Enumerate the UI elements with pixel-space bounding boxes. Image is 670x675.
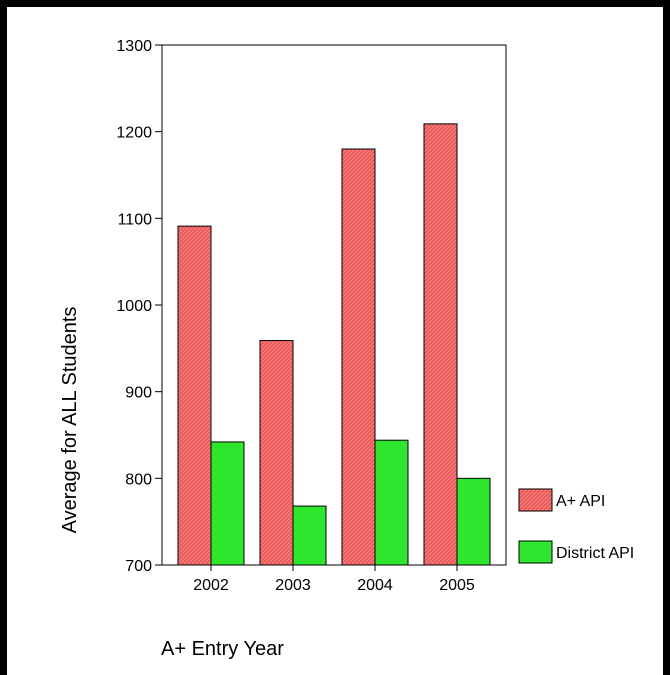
- bar-aplus-api-2002: [177, 225, 212, 566]
- x-tick-label: 2003: [275, 577, 311, 594]
- bars-layer: [177, 123, 491, 566]
- x-axis-tick-labels: 2002 2003 2004 2005: [193, 565, 475, 594]
- x-tick-label: 2004: [357, 577, 393, 594]
- bar-district-api-2003: [292, 505, 327, 566]
- y-tick-label: 1300: [116, 38, 152, 55]
- y-tick-label: 1100: [118, 211, 153, 228]
- bar-aplus-api-2003: [259, 340, 294, 566]
- x-tick-label: 2005: [439, 577, 475, 594]
- x-tick-label: 2002: [193, 577, 229, 594]
- y-tick-label: 800: [125, 471, 152, 488]
- y-tick-label: 900: [125, 385, 152, 402]
- legend-label-aplus-api: A+ API: [556, 493, 605, 510]
- plot-area-border: [161, 44, 507, 566]
- y-tick-label: 700: [125, 558, 152, 575]
- y-axis-ticks: 700 800 900 1000 1100 1200 1300: [116, 38, 162, 575]
- legend-label-district-api: District API: [556, 545, 634, 562]
- bar-district-api-2005: [456, 477, 491, 566]
- y-axis-title: Average for ALL Students: [59, 307, 81, 534]
- legend-swatch-aplus-api: [518, 488, 553, 512]
- bar-aplus-api-2004: [341, 148, 376, 566]
- bar-district-api-2004: [374, 439, 409, 566]
- x-axis-title: A+ Entry Year: [161, 638, 284, 660]
- bar-aplus-api-2005: [423, 123, 458, 566]
- y-tick-label: 1200: [116, 125, 152, 142]
- y-tick-label: 1000: [116, 298, 152, 315]
- legend-swatch-district-api: [518, 540, 553, 564]
- bar-district-api-2002: [210, 441, 245, 566]
- legend: A+ API District API: [518, 488, 634, 564]
